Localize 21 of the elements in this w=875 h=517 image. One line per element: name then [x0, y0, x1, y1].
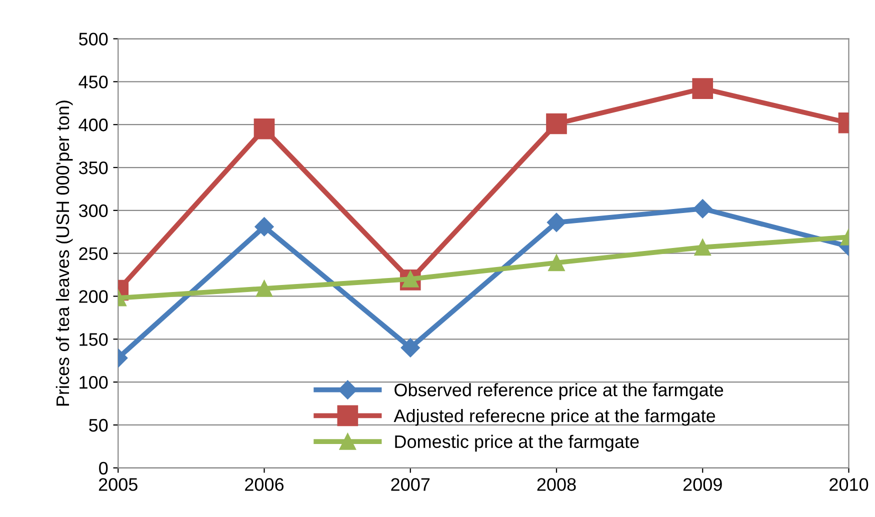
y-tick-label: 250: [79, 247, 108, 260]
x-tick-label: 2009: [683, 478, 722, 491]
legend-label: Domestic price at the farmgate: [395, 434, 639, 452]
y-tick-label: 150: [80, 333, 108, 346]
y-tick-label: 100: [80, 376, 108, 389]
x-tick-label: 2006: [245, 478, 284, 491]
y-tick-label: 300: [78, 204, 108, 218]
y-tick-label: 200: [79, 290, 108, 303]
legend-label: Adjusted referecne price at the farmgate: [394, 408, 716, 426]
y-tick-label: 0: [99, 462, 108, 475]
legend-label: Observed reference price at the farmgate: [394, 383, 724, 400]
x-tick-label: 2007: [391, 478, 430, 491]
y-tick-label: 500: [79, 32, 108, 46]
y-axis-title: Prices of tea leaves (USH 000'per ton): [56, 100, 73, 406]
x-tick-label: 2008: [537, 478, 576, 491]
y-tick-label: 50: [89, 418, 108, 432]
y-tick-label: 400: [78, 118, 108, 132]
y-tick-label: 350: [78, 161, 108, 174]
x-tick-label: 2010: [830, 478, 868, 491]
y-tick-label: 450: [78, 76, 108, 88]
x-tick-label: 2005: [98, 478, 138, 491]
